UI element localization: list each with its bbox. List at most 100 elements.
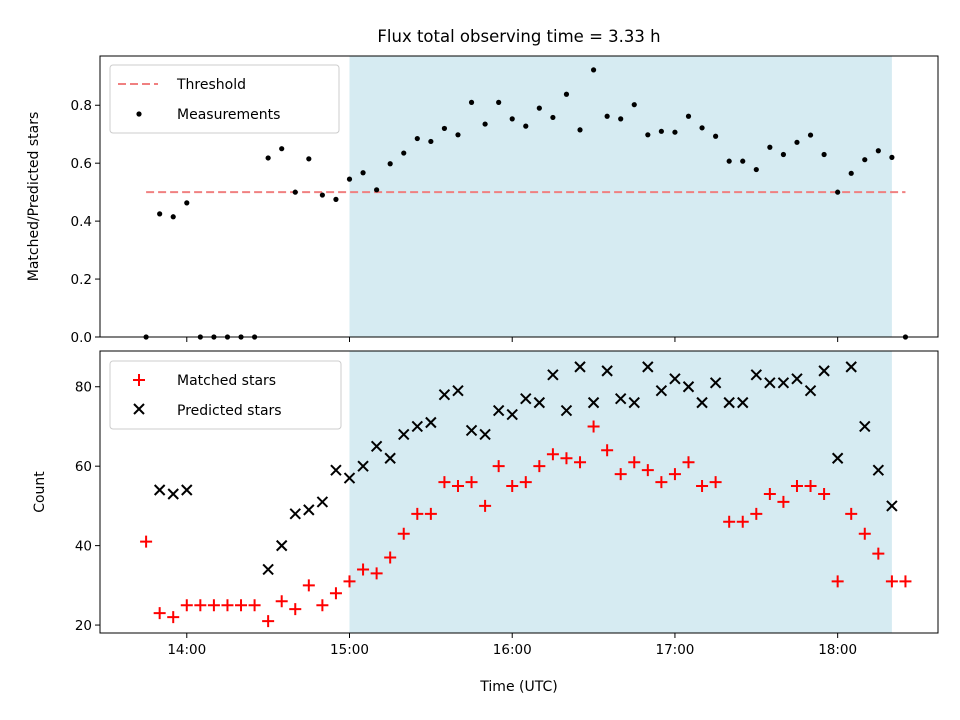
predicted-star-point	[425, 416, 437, 429]
bottom-y-axis-label: Count	[32, 471, 48, 513]
bottom-y-tick-label: 60	[75, 459, 92, 475]
legend-measurements-label: Measurements	[177, 107, 280, 123]
measurement-point	[401, 150, 407, 156]
matched-star-point	[750, 507, 763, 520]
matched-star-point	[682, 456, 695, 469]
bottom-y-tick-label: 80	[75, 380, 92, 396]
matched-star-point	[587, 420, 600, 433]
matched-star-point	[479, 499, 492, 512]
predicted-star-point	[411, 420, 424, 433]
matched-star-point	[194, 599, 207, 612]
matched-star-point	[818, 487, 831, 500]
measurement-point	[699, 125, 705, 131]
predicted-star-point	[723, 396, 735, 409]
predicted-star-point	[655, 385, 668, 397]
measurement-point	[889, 154, 895, 160]
measurement-point	[184, 200, 190, 206]
bottom-x-tick-label: 16:00	[493, 642, 532, 658]
matched-star-point	[262, 615, 275, 628]
predicted-star-point	[357, 460, 369, 472]
bottom-y-tick-label: 20	[75, 618, 92, 634]
top-y-tick-label: 0.8	[71, 98, 92, 114]
top-x-ticks	[186, 337, 839, 342]
predicted-star-point	[601, 365, 613, 377]
measurement-point	[577, 127, 583, 133]
top-legend-box	[109, 64, 340, 134]
measurement-point	[767, 144, 773, 150]
measurement-point	[346, 176, 353, 182]
matched-star-point	[560, 452, 573, 465]
measurement-point	[807, 132, 814, 138]
predicted-star-point	[343, 472, 356, 484]
predicted-star-point	[764, 377, 776, 389]
matched-star-point	[167, 611, 180, 624]
bottom-y-tick-label: 40	[75, 539, 92, 555]
top-legend: Threshold Measurements	[109, 64, 340, 134]
matched-star-point	[709, 476, 722, 489]
matched-star-point	[641, 464, 654, 477]
top-y-axis-label: Matched/Predicted stars	[26, 112, 42, 282]
matched-star-point	[384, 551, 397, 564]
predicted-star-point	[465, 424, 478, 437]
legend-predicted-label: Predicted stars	[177, 403, 282, 419]
measurement-point	[482, 121, 488, 127]
matched-star-point	[533, 460, 546, 473]
legend-measurement-swatch	[136, 111, 142, 117]
matched-star-point	[831, 575, 844, 588]
matched-star-point	[614, 468, 627, 481]
matched-star-point	[235, 599, 248, 612]
bottom-axes-frame	[99, 350, 939, 634]
predicted-star-point	[370, 440, 383, 453]
measurement-point	[292, 189, 298, 195]
matched-star-point	[275, 595, 288, 608]
measurement-point	[496, 99, 502, 105]
matched-star-point	[397, 527, 410, 540]
measurement-point	[726, 158, 732, 164]
predicted-star-point	[642, 361, 654, 373]
predicted-star-point	[804, 385, 817, 397]
measurement-point	[468, 99, 475, 105]
top-axes-frame	[99, 55, 939, 338]
measurement-point	[428, 138, 434, 145]
matched-star-point	[289, 603, 302, 616]
predicted-star-point	[520, 392, 532, 405]
measurement-point	[631, 102, 637, 108]
measurement-point	[780, 151, 787, 158]
measurement-point	[319, 192, 325, 198]
matched-star-point	[492, 460, 505, 473]
matched-star-point	[668, 468, 681, 481]
predicted-star-point	[275, 539, 288, 552]
top-y-tick-label: 0.2	[71, 272, 92, 288]
predicted-star-point	[845, 361, 857, 373]
matched-star-point	[574, 456, 587, 469]
top-y-ticks: 0.0 0.2 0.4 0.6 0.8	[71, 98, 100, 346]
top-panel: 0.00.20.40.60.8 Matched/Predicted stars …	[26, 55, 939, 346]
matched-star-point	[221, 599, 234, 612]
measurement-point	[618, 116, 624, 122]
matched-star-point	[248, 599, 261, 612]
measurement-point	[794, 139, 800, 145]
matched-star-point	[858, 527, 871, 540]
matched-star-point	[601, 444, 614, 457]
matched-star-point	[451, 480, 464, 493]
matched-star-point	[424, 507, 437, 520]
matched-star-point	[316, 599, 329, 612]
predicted-star-point	[831, 452, 844, 464]
matched-star-point	[899, 575, 912, 588]
predicted-star-point	[452, 385, 464, 397]
count-points	[140, 361, 912, 628]
measurement-point	[563, 91, 570, 97]
predicted-star-point	[737, 396, 749, 409]
measurement-point	[550, 114, 556, 121]
legend-threshold-label: Threshold	[176, 77, 246, 93]
predicted-star-point	[669, 373, 681, 385]
measurement-point	[875, 148, 881, 154]
matched-star-point	[140, 535, 153, 548]
predicted-star-point	[872, 464, 885, 476]
measurement-point	[333, 196, 339, 202]
matched-star-point	[790, 480, 803, 493]
bottom-x-tick-label: 17:00	[655, 642, 694, 658]
matched-star-point	[411, 507, 424, 520]
measurement-point	[645, 132, 651, 138]
